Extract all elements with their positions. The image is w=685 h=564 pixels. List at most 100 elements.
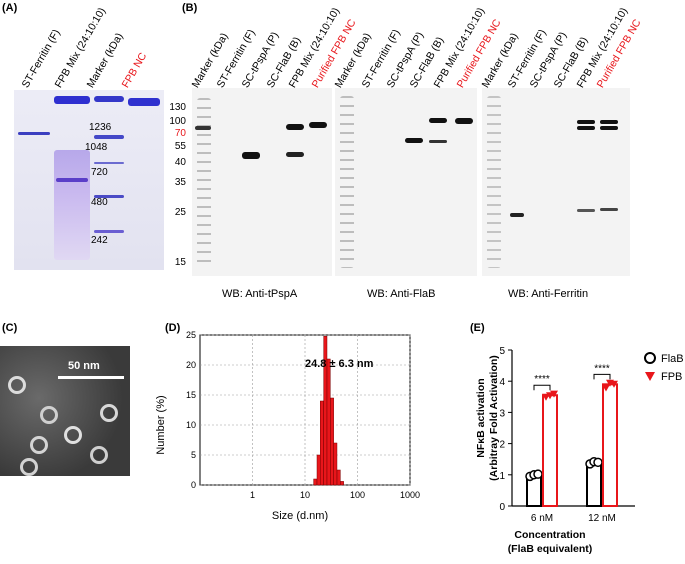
- tem-particle: [40, 406, 58, 424]
- e-data-point: [602, 384, 610, 392]
- blot-band: [286, 124, 304, 130]
- tem-particle: [20, 458, 38, 476]
- mw-label: 100: [169, 116, 186, 127]
- e-data-point: [550, 390, 558, 398]
- d-ytick-label: 10: [186, 420, 196, 430]
- d-histogram-bar: [313, 478, 318, 486]
- e-ylabel-1: NFκB activation: [475, 378, 487, 457]
- blot-band: [286, 152, 304, 157]
- tem-image: 50 nm: [0, 346, 130, 476]
- ladder: [197, 98, 211, 268]
- d-xtick-label: 1000: [400, 490, 420, 500]
- blot-band: [405, 138, 423, 143]
- gel-band: [56, 178, 88, 182]
- native-page-gel: [14, 90, 164, 270]
- gel-band: [18, 132, 50, 135]
- d-ytick-label: 0: [191, 480, 196, 490]
- e-ytick-label: 5: [499, 346, 505, 357]
- blot-band: [577, 120, 595, 124]
- gel-band: [128, 98, 160, 106]
- tem-particle: [100, 404, 118, 422]
- d-ytick-label: 5: [191, 450, 196, 460]
- e-ylabel-2: (Arbitray Fold Activation): [488, 355, 500, 481]
- e-category-label: 6 nM: [531, 513, 553, 524]
- e-xlabel-1: Concentration: [514, 529, 585, 541]
- e-legend-marker: [645, 372, 655, 381]
- ladder: [487, 96, 501, 268]
- blot-band: [600, 120, 618, 124]
- d-histogram-bar: [320, 400, 324, 486]
- d-xlabel: Size (d.nm): [272, 510, 328, 522]
- nfkb-activation-chart: 0 1 2 3 4 5 6 nM 12 nM **** **** FlaB FPB NC NFκB…: [475, 346, 685, 555]
- e-significance-label: ****: [594, 363, 610, 374]
- e-xlabel-2: (FlaB equivalent): [508, 543, 593, 555]
- western-blot-anti-tpspa: [192, 88, 332, 276]
- e-significance-label: ****: [534, 374, 550, 385]
- d-ylabel: Number (%): [155, 395, 167, 454]
- blot-band: [309, 122, 327, 128]
- d-xtick-label: 10: [300, 490, 310, 500]
- mw-label: 55: [174, 141, 186, 152]
- d-ytick-label: 15: [186, 390, 196, 400]
- marker-band: [94, 230, 124, 233]
- tem-particle: [30, 436, 48, 454]
- tem-particle: [90, 446, 108, 464]
- d-histogram-bar: [333, 442, 338, 486]
- e-legend-label: FPB NC: [661, 371, 685, 383]
- marker-label: 242: [91, 235, 108, 246]
- blot-band: [577, 209, 595, 212]
- western-blot-anti-ferritin: [482, 88, 630, 276]
- ladder: [340, 96, 354, 268]
- d-ytick-label: 25: [186, 330, 196, 340]
- e-ytick-label: 4: [499, 377, 505, 388]
- mw-label: 40: [174, 157, 186, 168]
- mw-label: 130: [169, 102, 186, 113]
- d-ytick-label: 20: [186, 360, 196, 370]
- blot-band: [577, 126, 595, 130]
- marker-label: 1236: [89, 122, 112, 133]
- scale-bar-label: 50 nm: [68, 360, 100, 372]
- mw-label: 70: [174, 128, 186, 139]
- d-xtick-label: 100: [350, 490, 365, 500]
- blot-band: [510, 213, 524, 217]
- e-legend-label: FlaB: [661, 353, 684, 365]
- e-ytick-label: 0: [499, 502, 505, 513]
- blot-band: [429, 140, 447, 143]
- tem-particle: [64, 426, 82, 444]
- d-annotation: 24.8 ± 6.3 nm: [305, 358, 374, 370]
- e-ytick-label: 3: [499, 408, 505, 419]
- d-histogram-bar: [316, 454, 321, 486]
- blot-band: [600, 208, 618, 211]
- marker-band: [94, 195, 124, 198]
- dls-size-chart: 0 5 10 15 20 25 1 10 100 1000 24.8 ± 6.3 nm Size …: [155, 330, 420, 522]
- marker-label: 720: [91, 167, 108, 178]
- gel-band: [94, 96, 124, 102]
- panel-a-lane-label: FPB NC: [119, 50, 150, 90]
- e-significance-bracket: [593, 373, 611, 380]
- marker-band: [94, 162, 124, 164]
- e-significance-bracket: [533, 384, 551, 391]
- tem-particle: [8, 376, 26, 394]
- marker-label: 480: [91, 197, 108, 208]
- e-bar: [586, 461, 602, 507]
- d-histogram-bar: [330, 397, 334, 486]
- e-data-point: [593, 457, 603, 468]
- panel-e-letter: (E): [470, 322, 485, 334]
- blot-band: [455, 118, 473, 124]
- blot-band: [600, 126, 618, 130]
- e-bar: [602, 383, 618, 507]
- e-category-label: 12 nM: [588, 513, 616, 524]
- blot-caption: WB: Anti-Ferritin: [508, 288, 589, 300]
- mw-label: 15: [174, 257, 186, 268]
- e-bar: [542, 394, 558, 508]
- d-histogram-bar: [336, 469, 341, 486]
- d-histogram-bar: [340, 481, 344, 486]
- western-blot-anti-flab: [335, 88, 477, 276]
- gel-smear: [54, 150, 90, 260]
- marker-label: 1048: [85, 142, 108, 153]
- e-data-point: [610, 380, 618, 388]
- panel-b-letter: (B): [182, 2, 198, 14]
- panel-c-letter: (C): [2, 322, 18, 334]
- blot-band: [242, 152, 260, 159]
- e-legend-marker: [644, 352, 656, 364]
